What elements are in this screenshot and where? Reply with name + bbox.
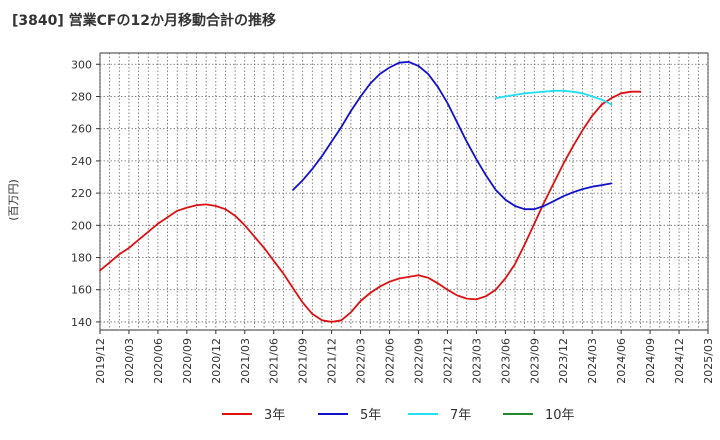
y-tick-label: 300 [71, 58, 92, 71]
x-tick-label: 2024/12 [673, 338, 686, 384]
x-tick-label: 2024/09 [644, 338, 657, 384]
x-tick-label: 2023/03 [470, 338, 483, 384]
series-line-0 [99, 90, 642, 323]
x-tick-label: 2022/12 [441, 338, 454, 384]
chart-title: [3840] 営業CFの12か月移動合計の推移 [12, 13, 276, 29]
x-tick-label: 2024/06 [615, 338, 628, 384]
x-tick-label: 2020/12 [210, 338, 223, 384]
x-tick-label: 2023/12 [557, 338, 570, 384]
x-tick-label: 2024/03 [586, 338, 599, 384]
grid-lines [99, 53, 709, 330]
x-tick-label: 2022/03 [355, 338, 368, 384]
x-tick-label: 2020/03 [123, 338, 136, 384]
x-axis: 2019/12 2020/03 2020/06 2020/09 2020/12 2021/… [94, 330, 715, 384]
x-tick-label: 2021/06 [268, 338, 281, 384]
legend: 3年 5年 7年 10年 [222, 408, 575, 423]
y-tick-label: 280 [71, 90, 92, 103]
legend-label: 7年 [450, 408, 471, 423]
x-tick-label: 2023/06 [499, 338, 512, 384]
y-tick-label: 220 [71, 187, 92, 200]
x-tick-label: 2022/06 [384, 338, 397, 384]
legend-label: 5年 [360, 408, 381, 423]
x-tick-label: 2020/06 [152, 338, 165, 384]
x-tick-label: 2019/12 [94, 338, 107, 384]
y-tick-label: 140 [71, 316, 92, 329]
y-axis-label: (百万円) [7, 179, 20, 221]
legend-label: 3年 [264, 408, 285, 423]
series-line-2 [494, 89, 613, 106]
y-tick-label: 200 [71, 219, 92, 232]
y-axis: 140 160 180 200 220 240 260 280 300 [71, 58, 100, 329]
plot-area [99, 52, 709, 331]
series-line-1 [292, 61, 613, 211]
y-tick-label: 260 [71, 123, 92, 136]
x-tick-label: 2022/09 [412, 338, 425, 384]
legend-label: 10年 [545, 408, 575, 423]
series-lines [99, 61, 642, 323]
x-tick-label: 2021/09 [297, 338, 310, 384]
x-tick-label: 2021/03 [239, 338, 252, 384]
x-tick-label: 2021/12 [326, 338, 339, 384]
x-tick-label: 2023/09 [528, 338, 541, 384]
x-tick-label: 2025/03 [702, 338, 715, 384]
y-tick-label: 180 [71, 252, 92, 265]
x-tick-label: 2020/09 [181, 338, 194, 384]
y-tick-label: 160 [71, 284, 92, 297]
y-tick-label: 240 [71, 155, 92, 168]
